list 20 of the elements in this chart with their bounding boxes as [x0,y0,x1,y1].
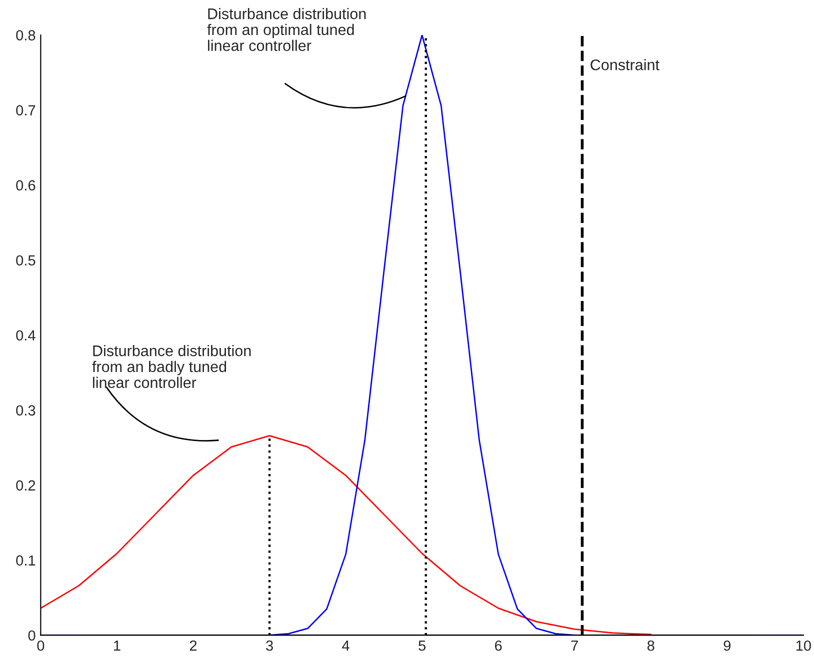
y-tick-label: 0.6 [16,180,36,191]
x-tick-label: 4 [342,640,350,651]
y-tick-label: 0.7 [16,105,36,116]
x-tick-label: 6 [495,640,502,651]
y-tick-label: 0.4 [16,330,36,341]
x-tick-label: 1 [114,640,120,651]
y-tick-label: 0 [28,630,36,641]
y-tick-label: 0.3 [16,405,36,416]
y-tick-label: 0.1 [16,555,36,566]
y-tick-label: 0.8 [16,30,36,40]
x-tick-label: 2 [190,640,197,651]
x-tick-label: 9 [724,640,731,651]
y-tick-label: 0.5 [16,255,36,266]
x-tick-label: 7 [571,640,578,651]
x-tick-label: 3 [266,640,273,651]
y-tick-label: 0.2 [16,480,36,491]
x-tick-label: 10 [796,640,811,651]
x-tick-label: 5 [418,640,426,651]
x-tick-label: 0 [37,640,44,651]
x-tick-label: 8 [647,640,654,651]
